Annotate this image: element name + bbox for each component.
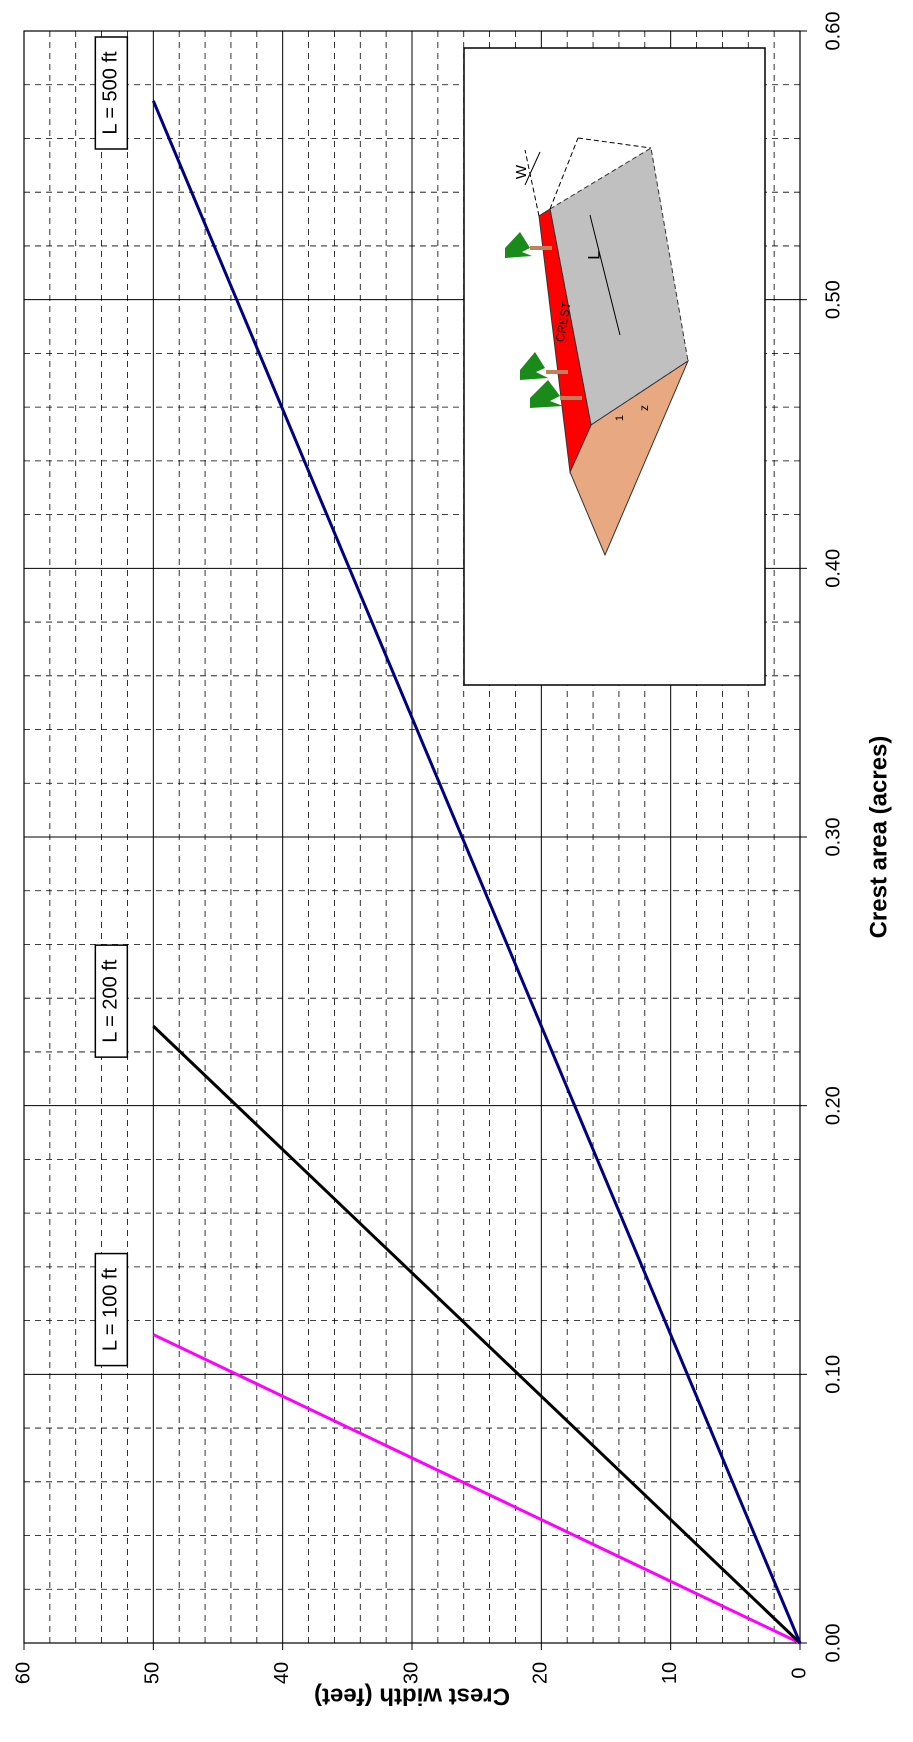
chart: 0.00 0.10 0.20 0.30 0.40 0.50 0.60 0 10 20 30 40 50 6…	[0, 0, 913, 1742]
series-label: L = 500 ft	[100, 51, 122, 135]
x-tick-label: 0.00	[822, 1624, 844, 1663]
series-label: L = 200 ft	[100, 959, 122, 1043]
inset-label: W	[513, 164, 530, 179]
x-tick-label: 0.60	[822, 12, 844, 51]
y-tick-label: 40	[271, 1662, 293, 1684]
x-tick-label: 0.50	[822, 280, 844, 319]
series-label: L = 100 ft	[100, 1268, 122, 1352]
x-tick-label: 0.30	[822, 818, 844, 857]
x-axis-title: Crest area (acres)	[865, 736, 892, 939]
x-tick-label: 0.20	[822, 1086, 844, 1125]
y-tick-label: 10	[659, 1662, 681, 1684]
inset-diagram: W L CREST 1 z	[464, 48, 765, 685]
y-tick-label: 60	[12, 1662, 34, 1684]
inset-label: 1	[614, 415, 626, 421]
y-tick-label: 0	[788, 1667, 810, 1678]
y-tick-label: 30	[400, 1662, 422, 1684]
inset-label: z	[637, 405, 651, 411]
series-line	[153, 1335, 800, 1643]
y-axis-title: Crest width (feet)	[314, 1683, 510, 1710]
x-tick-label: 0.10	[822, 1355, 844, 1394]
inset-label: L	[584, 250, 603, 259]
y-tick-label: 20	[530, 1662, 552, 1684]
y-tick-label: 50	[142, 1662, 164, 1684]
x-tick-label: 0.40	[822, 549, 844, 588]
series-line	[153, 1026, 800, 1643]
